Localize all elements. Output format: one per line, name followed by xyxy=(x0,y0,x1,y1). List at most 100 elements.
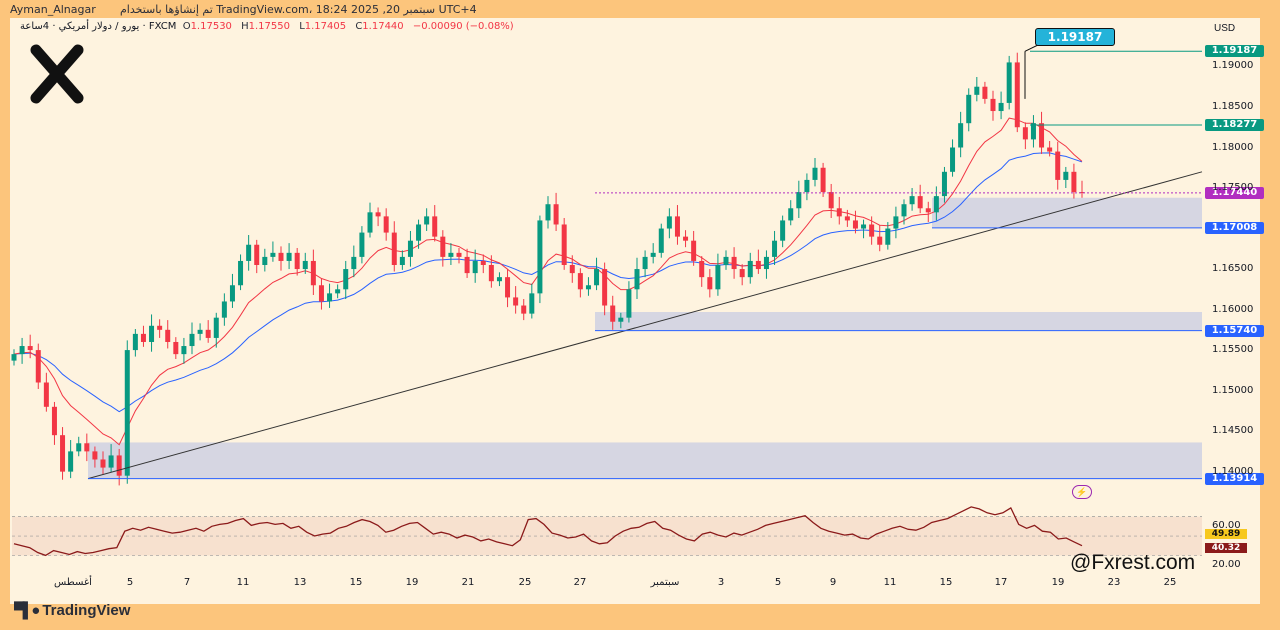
candle-body xyxy=(513,297,519,306)
candle-body xyxy=(375,212,381,217)
candle-body xyxy=(189,333,195,347)
candle-body xyxy=(917,196,923,209)
candle-body xyxy=(84,443,90,452)
demand-zone xyxy=(88,442,1202,479)
candle-body xyxy=(545,204,551,221)
y-tick-label: 1.16000 xyxy=(1212,303,1254,315)
x-tick-label: 11 xyxy=(236,577,250,588)
candle-body xyxy=(852,220,858,229)
candle-body xyxy=(327,293,333,302)
candle-body xyxy=(132,333,138,351)
candle-body xyxy=(262,256,268,265)
y-tick-label: 1.14000 xyxy=(1212,465,1254,477)
candle-body xyxy=(213,317,219,338)
publish-info: تم إنشاؤها باستخدام TradingView.com، 18:… xyxy=(120,3,477,16)
ema-fast-line xyxy=(13,117,1083,446)
x-tick-label: 9 xyxy=(829,577,837,588)
candle-body xyxy=(529,293,535,314)
candle-body xyxy=(715,265,721,290)
candle-body xyxy=(100,459,106,468)
candle-body xyxy=(933,196,939,213)
candle-body xyxy=(836,208,842,217)
x-tick-label: 3 xyxy=(717,577,725,588)
symbol-name[interactable]: يورو / دولار أمريكي · 4ساعة · FXCM xyxy=(20,21,177,32)
candle-body xyxy=(958,123,964,148)
low-label: L xyxy=(299,21,305,32)
candle-body xyxy=(1063,171,1069,180)
currency-label[interactable]: USD xyxy=(1214,23,1236,34)
candle-body xyxy=(788,208,794,221)
tradingview-logo[interactable]: ▀▌● TradingView xyxy=(14,602,130,619)
candle-body xyxy=(310,260,316,286)
candle-body xyxy=(634,269,640,290)
candle-body xyxy=(472,260,478,274)
candle-body xyxy=(367,212,373,233)
candle-body xyxy=(941,171,947,197)
candle-body xyxy=(407,240,413,257)
candle-body xyxy=(456,252,462,257)
x-tick-label: 21 xyxy=(461,577,475,588)
candle-body xyxy=(229,285,235,302)
candle-body xyxy=(351,256,357,270)
close-label: C xyxy=(355,21,363,32)
x-tick-label: أغسطس xyxy=(54,577,92,588)
author-name[interactable]: Ayman_Alnagar xyxy=(10,3,96,16)
candle-body xyxy=(998,102,1004,112)
candle-body xyxy=(149,325,155,342)
open-value: 1.17530 xyxy=(190,21,232,32)
x-tick-label: 11 xyxy=(883,577,897,588)
x-tick-label: 5 xyxy=(774,577,782,588)
price-level-tag: 1.13914 xyxy=(1205,472,1264,485)
candle-body xyxy=(116,455,122,476)
candle-body xyxy=(828,192,834,209)
candle-body xyxy=(691,240,697,261)
rsi-value-tag: 49.89 xyxy=(1205,529,1247,540)
candle-body xyxy=(1022,127,1028,140)
candle-body xyxy=(877,236,883,245)
demand-zone xyxy=(932,197,1202,228)
candle-body xyxy=(804,179,810,193)
candle-body xyxy=(464,256,470,274)
candle-body xyxy=(755,260,761,270)
x-tick-label: 13 xyxy=(293,577,307,588)
y-tick-label: 1.15000 xyxy=(1212,384,1254,396)
candle-body xyxy=(990,98,996,112)
candle-body xyxy=(861,224,867,229)
candle-body xyxy=(68,451,74,472)
candle-body xyxy=(909,196,915,205)
candle-body xyxy=(108,455,114,468)
rsi-line xyxy=(13,506,1083,557)
candle-body xyxy=(569,265,575,274)
price-level-tag: 1.17440 xyxy=(1205,186,1264,199)
x-logo-icon xyxy=(30,44,84,104)
candle-body xyxy=(1006,62,1012,103)
candle-body xyxy=(399,256,405,265)
watermark: @Fxrest.com xyxy=(1070,551,1196,574)
candle-body xyxy=(780,220,786,241)
candle-body xyxy=(650,252,656,257)
candle-body xyxy=(602,269,608,306)
candle-body xyxy=(238,260,244,286)
candle-body xyxy=(950,147,956,172)
candle-body xyxy=(270,252,276,257)
candle-body xyxy=(1047,147,1053,152)
close-value: 1.17440 xyxy=(362,21,404,32)
candle-body xyxy=(205,329,211,338)
rsi-tick-label: 20.00 xyxy=(1212,559,1241,571)
x-tick-label: 5 xyxy=(126,577,134,588)
candle-body xyxy=(1055,151,1061,180)
open-label: O xyxy=(182,21,191,32)
candle-body xyxy=(925,208,931,213)
flash-icon[interactable]: ⚡ xyxy=(1072,485,1092,499)
candle-body xyxy=(1071,171,1077,193)
price-level-tag: 1.19187 xyxy=(1205,45,1264,58)
x-tick-label: 19 xyxy=(405,577,419,588)
candle-body xyxy=(246,244,252,261)
y-tick-label: 1.14500 xyxy=(1212,425,1254,437)
candle-body xyxy=(1030,123,1036,140)
candle-body xyxy=(731,256,737,270)
candle-body xyxy=(739,269,745,278)
candle-body xyxy=(124,350,130,476)
candle-body xyxy=(1079,192,1085,194)
